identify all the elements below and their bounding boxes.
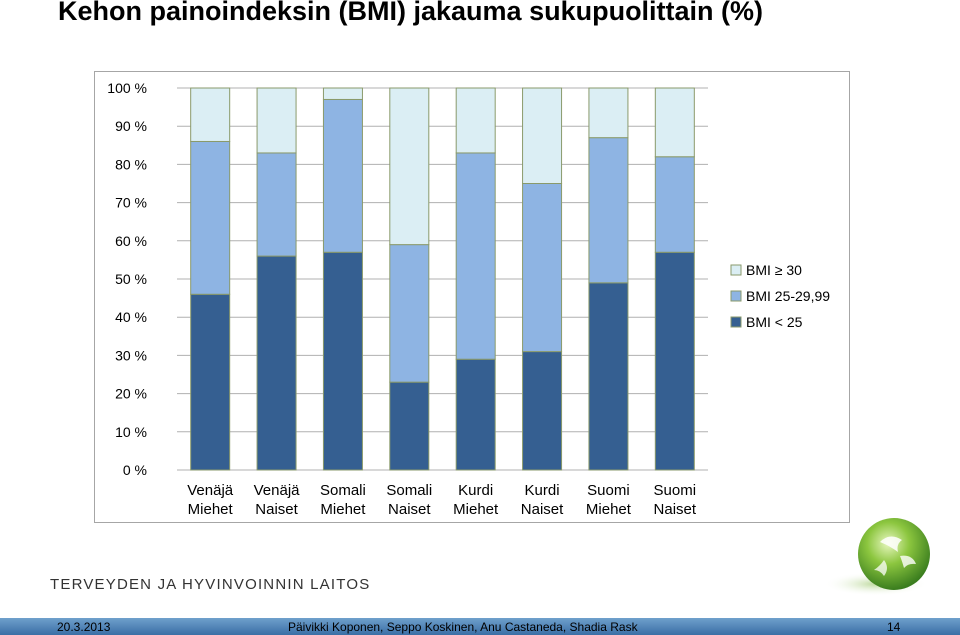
x-tick-label: Suomi — [587, 482, 630, 499]
y-tick-label: 30 % — [115, 347, 147, 363]
y-tick-label: 100 % — [107, 80, 147, 96]
bar-segment — [389, 87, 430, 246]
bar-segment — [256, 255, 297, 471]
bar-segment — [389, 244, 430, 383]
y-tick-label: 10 % — [115, 424, 147, 440]
bar-segment — [322, 98, 363, 253]
bar-segment — [654, 156, 695, 253]
bar-segment — [322, 251, 363, 471]
x-tick-label: Somali — [320, 482, 366, 499]
legend-label: BMI ≥ 30 — [746, 262, 802, 278]
x-tick-label: Naiset — [388, 501, 431, 518]
legend-swatch — [730, 290, 742, 302]
x-tick-label: Naiset — [521, 501, 564, 518]
y-tick-label: 90 % — [115, 118, 147, 134]
y-tick-label: 0 % — [123, 462, 147, 478]
x-tick-label: Miehet — [453, 501, 499, 518]
stacked-bar-chart: 0 % 10 % 20 % 30 % 40 % 50 % 60 % 70 % 80 % 90 % 1… — [107, 80, 830, 518]
bar-segment — [588, 282, 629, 471]
x-tick-label: Kurdi — [525, 482, 560, 499]
y-tick-label: 60 % — [115, 233, 147, 249]
slide-title: Kehon painoindeksin (BMI) jakauma sukupu… — [58, 0, 764, 26]
bar-segment — [588, 137, 629, 284]
bar-segment — [190, 293, 231, 471]
x-tick-label: Kurdi — [458, 482, 493, 499]
x-tick-label: Miehet — [320, 501, 366, 518]
bar-segment — [654, 87, 695, 158]
footer-page-number: 14 — [887, 620, 901, 634]
y-tick-label: 40 % — [115, 309, 147, 325]
bar-segment — [455, 358, 496, 471]
footer-date: 20.3.2013 — [57, 620, 111, 634]
x-tick-label: Naiset — [654, 501, 697, 518]
x-tick-label: Naiset — [255, 501, 298, 518]
x-tick-label: Miehet — [188, 501, 234, 518]
x-tick-label: Somali — [386, 482, 432, 499]
bar-segment — [256, 87, 297, 154]
bar-segment — [389, 381, 430, 471]
chart-area: 0 % 10 % 20 % 30 % 40 % 50 % 60 % 70 % 80 % 90 % 1… — [94, 71, 850, 523]
legend-swatch — [730, 316, 742, 328]
bar-segment — [455, 87, 496, 154]
y-tick-label: 70 % — [115, 195, 147, 211]
footer-bar — [0, 618, 960, 635]
bar-segment — [190, 140, 231, 295]
x-tick-label: Venäjä — [187, 482, 234, 499]
bar-segment — [522, 87, 563, 184]
footer-authors: Päivikki Koponen, Seppo Koskinen, Anu Ca… — [288, 620, 638, 634]
y-tick-label: 50 % — [115, 271, 147, 287]
legend-label: BMI < 25 — [746, 314, 803, 330]
x-tick-label: Venäjä — [254, 482, 301, 499]
organization-name: TERVEYDEN JA HYVINVOINNIN LAITOS — [50, 576, 371, 593]
y-tick-label: 80 % — [115, 156, 147, 172]
legend-swatch — [730, 264, 742, 276]
bar-segment — [322, 87, 363, 100]
bar-segment — [455, 152, 496, 360]
bar-segment — [588, 87, 629, 139]
bar-segment — [522, 351, 563, 471]
x-tick-label: Suomi — [654, 482, 697, 499]
bar-segment — [190, 87, 231, 142]
bar-segment — [654, 251, 695, 471]
legend-label: BMI 25-29,99 — [746, 288, 830, 304]
bar-segment — [522, 183, 563, 353]
y-tick-label: 20 % — [115, 386, 147, 402]
bar-segment — [256, 152, 297, 257]
globe-logo-icon — [824, 518, 930, 596]
x-tick-label: Miehet — [586, 501, 632, 518]
